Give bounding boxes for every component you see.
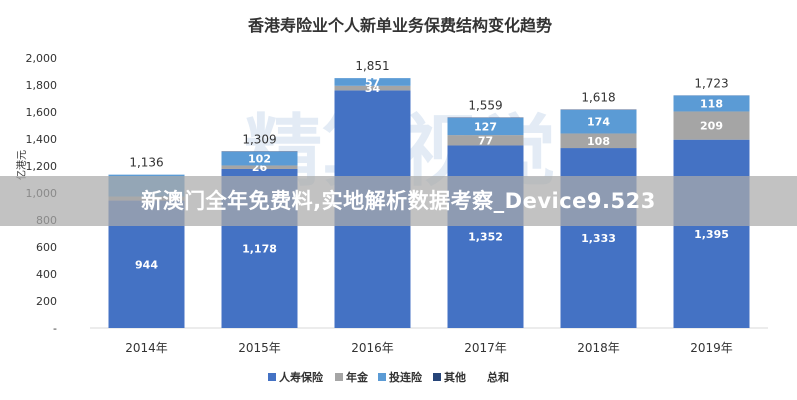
legend-label: 人寿保险: [279, 370, 324, 384]
bar-segment: [447, 135, 524, 146]
legend-swatch: [378, 373, 386, 381]
x-tick-label: 2016年: [351, 341, 394, 355]
bar-segment: [560, 109, 637, 134]
y-tick-label: 600: [36, 241, 57, 254]
bar-segment: [673, 139, 750, 328]
data-label: 118: [700, 97, 723, 110]
x-tick-label: 2015年: [238, 341, 281, 355]
legend-label: 其他: [444, 370, 466, 384]
total-label: 1,723: [694, 76, 728, 90]
total-label: 1,851: [355, 59, 389, 73]
data-label: 127: [474, 121, 497, 134]
legend-label: 年金: [346, 370, 369, 384]
watermark-banner: 新澳门全年免费料,实地解析数据考察_Device9.523: [0, 176, 797, 226]
data-label: 102: [248, 153, 271, 166]
legend-swatch: [335, 373, 343, 381]
legend-label: 总和: [487, 370, 509, 384]
legend: 人寿保险 年金 投连险 其他 总和: [268, 370, 509, 384]
x-tick-label: 2019年: [690, 341, 733, 355]
y-tick-label: 2,000: [26, 52, 58, 65]
data-label: 57: [365, 76, 380, 89]
bar-segment: [560, 133, 637, 149]
y-tick-label: 1,400: [26, 133, 58, 146]
x-tick-label: 2014年: [125, 341, 168, 355]
bar-segment: [334, 78, 411, 86]
y-tick-label: 1,800: [26, 79, 58, 92]
bar-segment: [221, 165, 298, 169]
total-label: 1,309: [242, 132, 276, 146]
data-label: 1,352: [468, 231, 503, 244]
legend-swatch: [433, 373, 441, 381]
data-label: 944: [135, 258, 158, 271]
data-label: 1,395: [694, 228, 729, 241]
data-label: 174: [587, 116, 610, 129]
y-tick-label: -: [53, 322, 57, 335]
bar-segment: [334, 85, 411, 91]
data-label: 1,333: [581, 232, 616, 245]
total-label: 1,136: [129, 156, 163, 170]
x-tick-label: 2018年: [577, 341, 620, 355]
data-label: 209: [700, 120, 723, 133]
x-tick-label: 2017年: [464, 341, 507, 355]
bar-segment: [673, 95, 750, 112]
bar-segment: [447, 117, 524, 136]
chart-title: 香港寿险业个人新单业务保费结构变化趋势: [247, 16, 552, 35]
y-tick-label: 200: [36, 295, 57, 308]
legend-swatch: [268, 373, 276, 381]
bar-segment: [447, 145, 524, 328]
total-label: 1,618: [581, 91, 615, 105]
data-label: 1,178: [242, 242, 277, 255]
y-tick-label: 400: [36, 268, 57, 281]
y-tick-label: 1,200: [26, 160, 58, 173]
data-label: 108: [587, 135, 610, 148]
bar-segment: [673, 111, 750, 140]
data-label: 77: [478, 134, 493, 147]
bar-segment: [221, 151, 298, 166]
total-label: 1,559: [468, 99, 502, 113]
y-tick-label: 1,600: [26, 106, 58, 119]
y-axis-label: 亿港元: [15, 150, 28, 180]
legend-label: 投连险: [389, 370, 423, 384]
